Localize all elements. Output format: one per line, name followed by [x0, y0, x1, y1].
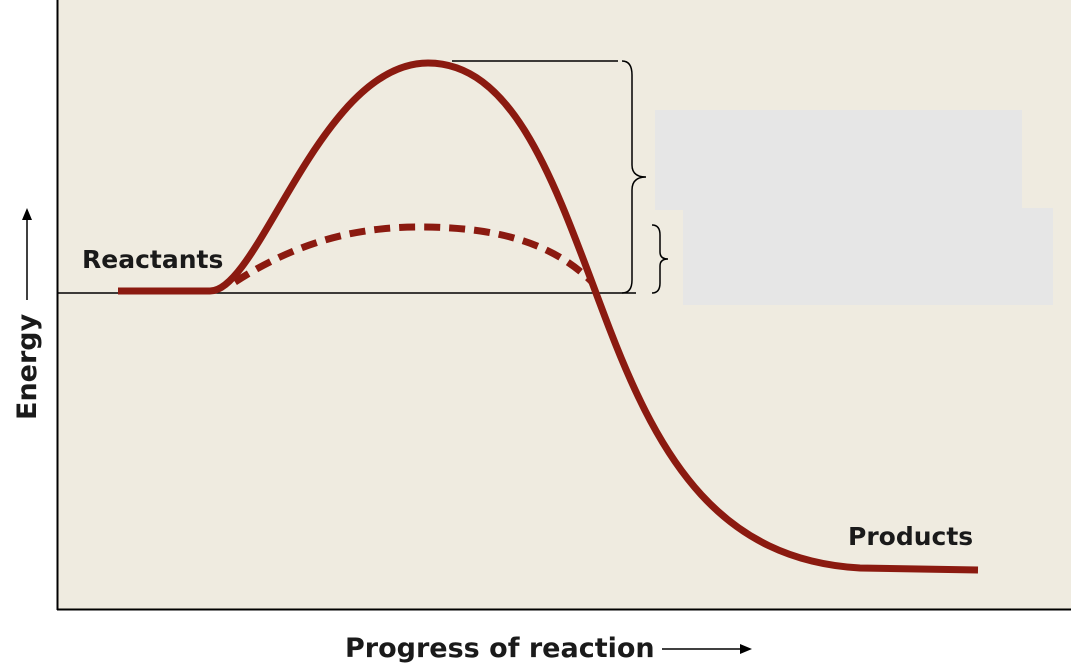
masked-label-box	[655, 110, 1022, 210]
x-axis-label: Progress of reaction	[345, 633, 655, 664]
x-arrow-head	[740, 644, 752, 654]
uncatalyzed-curve	[118, 59, 979, 574]
reactants-label: Reactants	[82, 245, 223, 274]
brace-catalyzed	[651, 224, 669, 294]
products-label: Products	[848, 522, 973, 551]
brace-uncatalyzed	[621, 60, 647, 294]
masked-label-box	[683, 208, 1053, 305]
y-arrow-head	[22, 208, 32, 220]
catalyzed-curve	[233, 223, 595, 285]
y-axis-label: Energy	[12, 313, 43, 420]
